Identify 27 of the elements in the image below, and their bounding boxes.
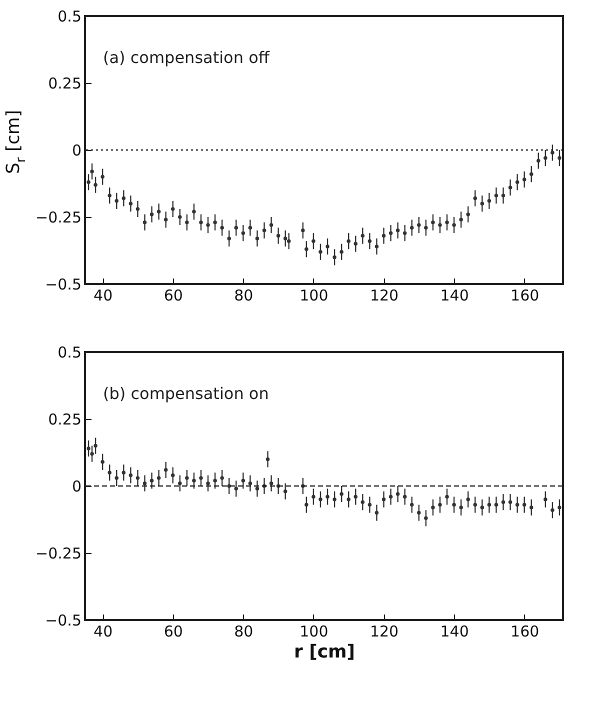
x-tick-label: 100 — [300, 622, 328, 640]
y-tick-label: −0.5 — [45, 276, 82, 294]
annotation: (b) compensation on — [103, 384, 269, 403]
x-tick-label: 60 — [164, 286, 183, 304]
x-tick-label: 80 — [234, 286, 254, 304]
y-tick-label: −0.25 — [36, 208, 82, 226]
x-tick-label: 40 — [94, 286, 113, 304]
x-tick-label: 60 — [164, 622, 183, 640]
x-tick-label: 40 — [94, 622, 113, 640]
x-tick-label: 140 — [440, 622, 469, 640]
x-tick-label: 160 — [510, 286, 540, 304]
y-tick-label: −0.5 — [45, 612, 82, 630]
y-tick-label: 0 — [72, 142, 82, 160]
x-axis-title: r [cm] — [294, 642, 356, 662]
y-tick-label: 0.5 — [58, 344, 82, 362]
x-tick-label: 100 — [300, 286, 328, 304]
x-tick-label: 120 — [370, 622, 399, 640]
y-tick-label: 0.5 — [58, 8, 82, 26]
x-tick-label: 140 — [440, 286, 469, 304]
x-tick-label: 120 — [370, 286, 399, 304]
x-tick-label: 80 — [234, 622, 254, 640]
y-tick-label: 0.25 — [48, 410, 82, 428]
y-tick-label: 0 — [72, 478, 82, 496]
y-tick-label: 0.25 — [48, 74, 82, 92]
x-tick-label: 160 — [510, 622, 540, 640]
annotation: (a) compensation off — [103, 48, 270, 67]
y-tick-label: −0.25 — [36, 544, 82, 562]
